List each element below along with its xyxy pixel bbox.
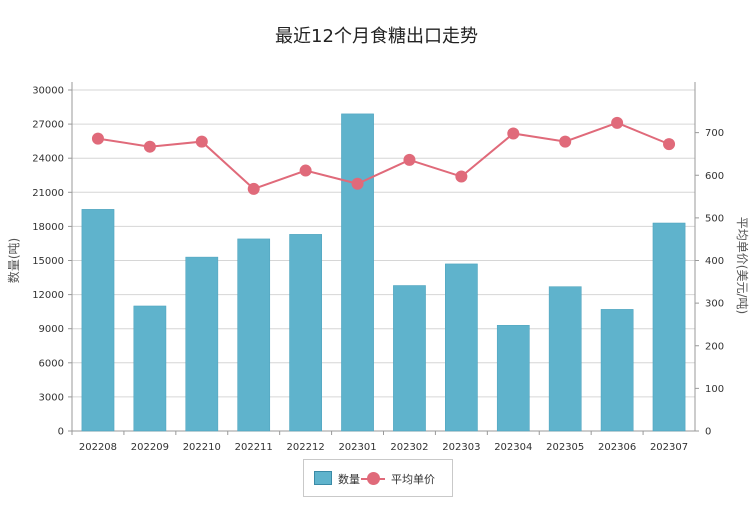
bar [185, 256, 219, 432]
y2-tick-label: 500 [705, 213, 724, 224]
legend-marker-price [367, 472, 380, 485]
y-tick-label: 27000 [32, 120, 64, 131]
legend-label-quantity: 数量 [338, 473, 360, 486]
price-point [455, 170, 468, 183]
x-tick-label: 202307 [650, 442, 688, 453]
price-point [91, 132, 104, 145]
bar [133, 305, 167, 432]
y-tick-label: 3000 [39, 392, 64, 403]
bar [237, 238, 271, 432]
price-point [247, 182, 260, 195]
y-tick-label: 0 [58, 427, 64, 438]
price-point [403, 153, 416, 166]
price-point [143, 140, 156, 153]
bar [445, 263, 478, 432]
bar [548, 286, 582, 432]
x-tick-label: 202302 [390, 442, 428, 453]
bar [600, 309, 634, 432]
y2-tick-label: 700 [705, 128, 724, 139]
y-tick-label: 6000 [39, 358, 64, 369]
x-tick-label: 202210 [183, 442, 221, 453]
y2-tick-label: 100 [705, 384, 724, 395]
y2-tick-label: 400 [705, 256, 724, 267]
bar [652, 222, 686, 432]
legend-label-price: 平均单价 [391, 473, 435, 486]
x-tick-label: 202211 [235, 442, 273, 453]
y-tick-label: 18000 [32, 222, 64, 233]
x-tick-label: 202209 [131, 442, 169, 453]
price-point [559, 135, 572, 148]
bar [81, 209, 115, 432]
chart-title: 最近12个月食糖出口走势 [275, 26, 478, 47]
price-point [351, 177, 364, 190]
x-tick-label: 202208 [79, 442, 117, 453]
x-tick-label: 202305 [546, 442, 584, 453]
bar [289, 234, 322, 432]
y-tick-label: 30000 [32, 86, 64, 97]
bar [496, 325, 530, 432]
bar [341, 113, 374, 432]
x-tick-label: 202304 [494, 442, 532, 453]
y2-tick-label: 300 [705, 299, 724, 310]
price-line [97, 121, 670, 191]
price-point [663, 138, 676, 151]
price-point [299, 164, 312, 177]
y-tick-label: 24000 [32, 154, 64, 165]
price-point [195, 135, 208, 148]
y-tick-label: 21000 [32, 188, 64, 199]
legend-swatch-quantity [314, 471, 332, 485]
price-point [611, 116, 624, 129]
y2-axis-title: 平均单价(美元/吨) [735, 217, 749, 314]
x-tick-label: 202303 [442, 442, 480, 453]
y2-tick-label: 200 [705, 341, 724, 352]
y-axis-title: 数量(吨) [6, 238, 21, 283]
y-tick-label: 12000 [32, 290, 64, 301]
x-tick-label: 202301 [338, 442, 376, 453]
bar [393, 285, 426, 432]
y2-tick-label: 600 [705, 171, 724, 182]
y2-tick-label: 0 [705, 427, 711, 438]
price-point [507, 127, 520, 140]
chart-legend: 数量 平均单价 [303, 459, 453, 497]
x-tick-label: 202306 [598, 442, 636, 453]
y-tick-label: 15000 [32, 256, 64, 267]
y-tick-label: 9000 [39, 324, 64, 335]
x-tick-label: 202212 [287, 442, 325, 453]
